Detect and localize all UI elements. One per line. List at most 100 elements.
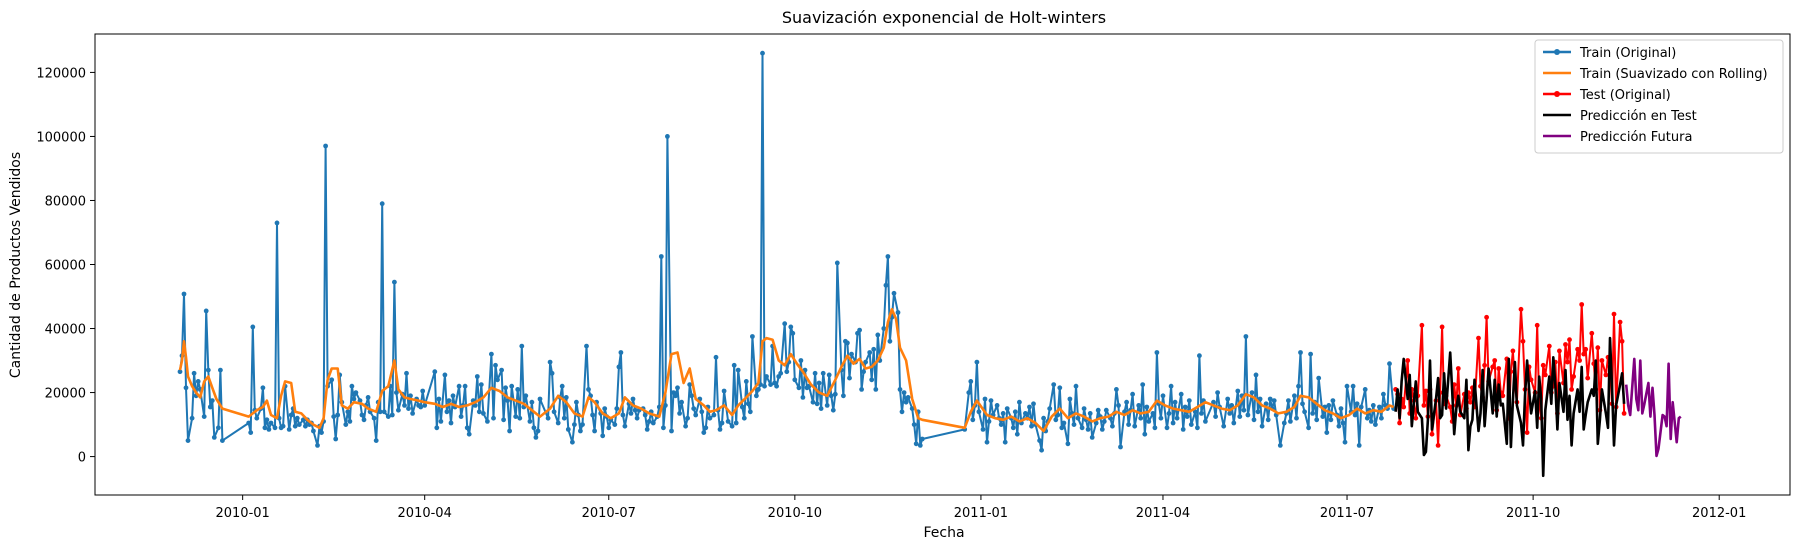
data-point <box>1073 383 1079 389</box>
data-point <box>1364 415 1370 421</box>
data-point <box>669 428 674 434</box>
data-point <box>885 254 891 259</box>
data-point <box>1055 412 1061 418</box>
data-point <box>248 430 254 435</box>
data-point <box>1079 425 1085 431</box>
data-point <box>869 377 875 383</box>
data-point <box>559 383 565 389</box>
legend-entry: Test (Original) <box>1543 88 1671 103</box>
data-point <box>1492 358 1498 363</box>
data-point <box>513 414 519 419</box>
data-point <box>209 398 215 403</box>
data-point <box>371 415 377 421</box>
data-point <box>1350 383 1356 389</box>
data-point <box>189 415 195 421</box>
data-point <box>903 399 909 405</box>
data-point <box>1326 403 1332 408</box>
data-point <box>280 423 286 429</box>
data-point <box>984 439 990 445</box>
data-point <box>1577 358 1582 363</box>
data-point <box>1277 443 1283 448</box>
data-point <box>1186 398 1192 403</box>
data-point <box>909 406 915 411</box>
data-point <box>1099 427 1105 432</box>
data-point <box>691 406 697 411</box>
data-point <box>849 351 854 357</box>
data-point <box>1621 411 1627 416</box>
data-point <box>349 383 355 389</box>
data-point <box>867 350 873 355</box>
data-point <box>982 396 988 402</box>
legend-entry: Predicción Futura <box>1543 130 1692 145</box>
data-point <box>612 422 618 427</box>
data-point <box>1316 375 1322 381</box>
data-point <box>703 425 709 431</box>
data-point <box>1510 348 1516 354</box>
data-point <box>177 369 183 375</box>
data-point <box>824 403 830 408</box>
data-point <box>319 430 324 435</box>
data-point <box>434 425 440 431</box>
data-point <box>661 425 666 431</box>
data-point <box>216 425 221 431</box>
data-point <box>478 382 484 387</box>
data-point <box>1116 403 1121 408</box>
data-point <box>873 387 879 392</box>
data-point <box>561 415 567 421</box>
data-point <box>1197 353 1202 359</box>
data-point <box>592 428 597 434</box>
data-point <box>1059 425 1065 431</box>
data-point <box>790 330 796 336</box>
data-point <box>254 415 260 421</box>
data-point <box>970 417 976 423</box>
data-point <box>683 423 688 429</box>
y-tick-label: 100000 <box>36 130 86 145</box>
data-point <box>294 415 300 421</box>
data-point <box>359 412 365 418</box>
data-point <box>385 414 391 419</box>
legend-label: Test (Original) <box>1579 88 1671 103</box>
data-point <box>1180 427 1186 432</box>
x-tick-label: 2011-04 <box>1136 506 1190 521</box>
data-point <box>741 415 747 421</box>
data-point <box>272 425 278 431</box>
data-point <box>1075 415 1081 421</box>
data-point <box>717 427 723 432</box>
data-point <box>584 343 589 349</box>
data-point <box>707 415 713 421</box>
data-point <box>493 362 498 368</box>
x-axis: 2010-01 2010-04 2010-07 2010-10 2011-01 2011-… <box>215 495 1746 521</box>
data-point <box>377 409 383 415</box>
data-point <box>503 385 508 391</box>
x-tick-label: 2010-10 <box>768 506 822 521</box>
data-point <box>357 398 363 403</box>
data-point <box>1215 390 1220 395</box>
data-point <box>630 396 636 402</box>
data-point <box>834 260 840 266</box>
data-point <box>665 134 670 139</box>
data-point <box>574 399 579 405</box>
data-point <box>620 412 626 418</box>
data-point <box>456 383 462 389</box>
data-point <box>1067 396 1073 402</box>
data-point <box>1482 362 1487 368</box>
data-point <box>713 354 719 360</box>
data-point <box>1455 366 1461 371</box>
data-point <box>347 419 353 424</box>
data-point <box>830 407 836 413</box>
data-point <box>1524 430 1530 435</box>
data-point <box>650 420 656 426</box>
data-point <box>1496 366 1502 371</box>
data-point <box>1563 342 1568 347</box>
data-point <box>701 430 707 435</box>
data-point <box>1136 403 1142 408</box>
data-point <box>266 427 272 432</box>
data-point <box>531 425 537 431</box>
data-point <box>646 419 652 424</box>
data-point <box>796 385 802 391</box>
data-point <box>768 382 773 387</box>
data-point <box>675 385 680 391</box>
data-point <box>1362 387 1368 392</box>
data-point <box>515 387 521 392</box>
